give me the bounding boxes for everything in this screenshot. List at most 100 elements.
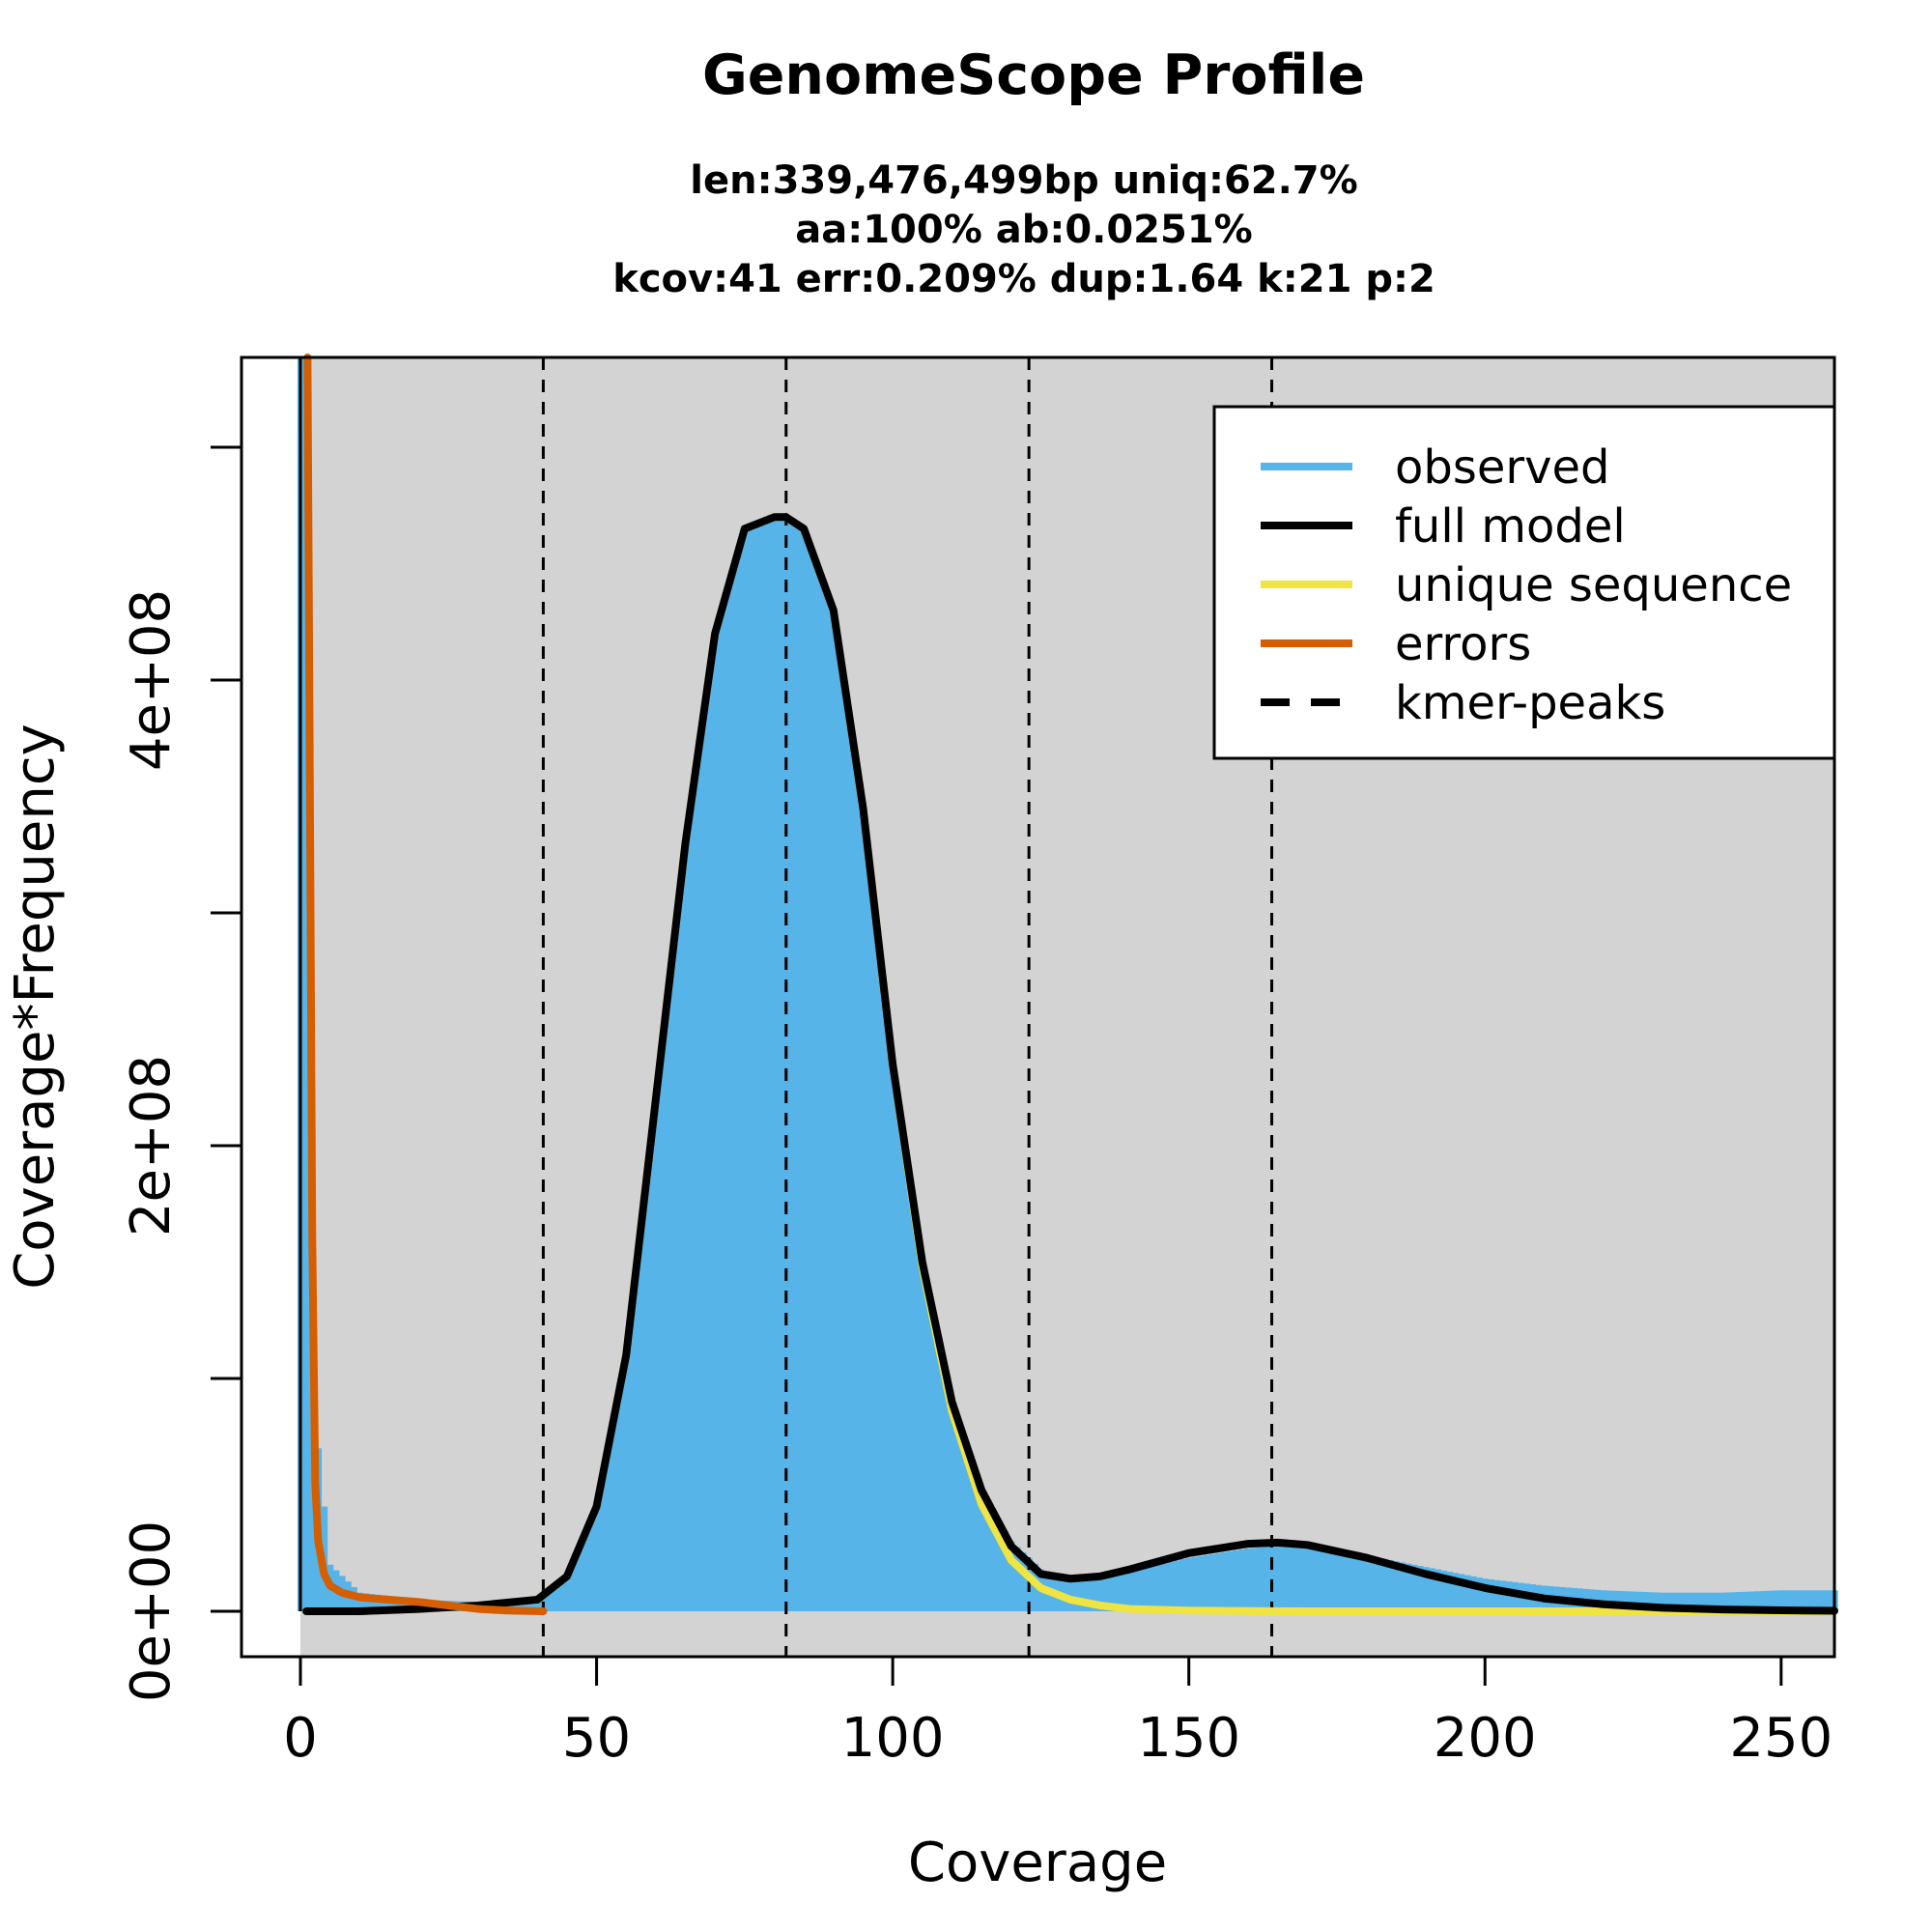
observed-bar [1618, 1591, 1625, 1611]
observed-bar [1671, 1592, 1679, 1611]
observed-bar [747, 526, 754, 1612]
observed-bar [362, 1593, 370, 1611]
observed-bar [937, 1346, 944, 1611]
observed-bar [824, 593, 832, 1611]
observed-bar [1155, 1564, 1163, 1611]
observed-bar [924, 1290, 932, 1611]
observed-bar [1819, 1590, 1827, 1611]
observed-bar [836, 649, 843, 1611]
observed-bar [1174, 1560, 1181, 1611]
observed-bar [1641, 1592, 1649, 1611]
observed-bar [1263, 1547, 1270, 1611]
observed-bar [1719, 1592, 1726, 1611]
observed-bar [1742, 1591, 1749, 1611]
observed-bar [1748, 1591, 1755, 1611]
observed-bar [1807, 1590, 1815, 1611]
observed-bar [1689, 1592, 1696, 1611]
observed-bar [1429, 1568, 1435, 1611]
observed-bar [640, 1201, 648, 1611]
observed-bar [860, 808, 867, 1611]
observed-bar [1754, 1591, 1761, 1611]
observed-bar [1493, 1579, 1501, 1611]
observed-bar [1327, 1550, 1335, 1611]
observed-bar [1002, 1531, 1009, 1611]
observed-bar [1505, 1581, 1513, 1611]
observed-bar [546, 1590, 554, 1611]
observed-bar [1660, 1592, 1666, 1611]
observed-bar [1096, 1578, 1104, 1611]
observed-bar [1162, 1563, 1169, 1611]
chart-subtitle-line-1: len:339,476,499bp uniq:62.7% [690, 158, 1357, 203]
observed-bar [1363, 1555, 1371, 1611]
observed-bar [1144, 1567, 1151, 1611]
observed-bar [1482, 1578, 1489, 1611]
legend-label: unique sequence [1395, 558, 1792, 612]
observed-bar [1393, 1561, 1400, 1611]
observed-bar [777, 517, 784, 1611]
x-tick-label: 200 [1434, 1707, 1537, 1770]
x-tick-label: 50 [562, 1707, 631, 1770]
observed-bar [1073, 1578, 1080, 1611]
observed-bar [741, 528, 749, 1611]
observed-bar [623, 1354, 630, 1611]
observed-bar [890, 1064, 896, 1611]
observed-bar [1215, 1552, 1223, 1611]
observed-bar [1079, 1578, 1086, 1611]
legend-label: errors [1395, 617, 1531, 671]
observed-bar [759, 522, 766, 1611]
observed-bar [1333, 1551, 1341, 1611]
observed-bar [1108, 1576, 1116, 1611]
observed-bar [303, 357, 310, 1611]
observed-bar [1204, 1554, 1210, 1611]
observed-bar [1268, 1547, 1276, 1611]
observed-bar [629, 1303, 637, 1611]
observed-bar [1736, 1592, 1744, 1611]
observed-bar [676, 894, 684, 1611]
observed-bar [724, 591, 731, 1612]
observed-bar [848, 728, 855, 1611]
x-tick-label: 100 [841, 1707, 945, 1770]
observed-bar [1102, 1577, 1110, 1611]
observed-bar [665, 996, 671, 1611]
observed-bar [1796, 1590, 1803, 1611]
observed-bar [694, 758, 701, 1611]
observed-bar [635, 1252, 642, 1611]
observed-series [297, 357, 1838, 1612]
observed-bar [605, 1445, 612, 1611]
observed-bar [960, 1436, 968, 1611]
observed-bar [866, 859, 873, 1611]
observed-bar [1624, 1591, 1632, 1611]
observed-bar [682, 842, 690, 1611]
observed-bar [1713, 1592, 1720, 1611]
observed-bar [1375, 1557, 1382, 1611]
observed-bar [794, 525, 802, 1611]
legend-label: full model [1395, 499, 1626, 554]
observed-bar [1654, 1592, 1661, 1611]
observed-bar [907, 1182, 915, 1611]
model-lines-layer [298, 354, 1838, 1615]
observed-bar [699, 717, 707, 1611]
observed-bar [930, 1318, 938, 1611]
observed-bar [1783, 1590, 1791, 1611]
observed-bar [1286, 1547, 1293, 1611]
y-tick-label: 2e+08 [120, 1055, 183, 1236]
observed-bar [1476, 1577, 1483, 1611]
observed-bar [1121, 1573, 1127, 1611]
errors-line [303, 354, 548, 1615]
observed-bar [966, 1455, 974, 1611]
observed-bar [1452, 1573, 1460, 1611]
observed-bar [1209, 1553, 1216, 1611]
observed-bar [1730, 1592, 1738, 1611]
observed-bar [765, 519, 773, 1612]
observed-bar [617, 1385, 624, 1611]
observed-bar [658, 1047, 666, 1611]
observed-bar [1410, 1564, 1418, 1611]
observed-bar [1019, 1552, 1027, 1611]
observed-bar [871, 910, 879, 1611]
observed-bar [1612, 1590, 1619, 1611]
observed-bar [1179, 1559, 1187, 1611]
observed-bar [1233, 1549, 1240, 1611]
observed-bar [1422, 1567, 1430, 1611]
